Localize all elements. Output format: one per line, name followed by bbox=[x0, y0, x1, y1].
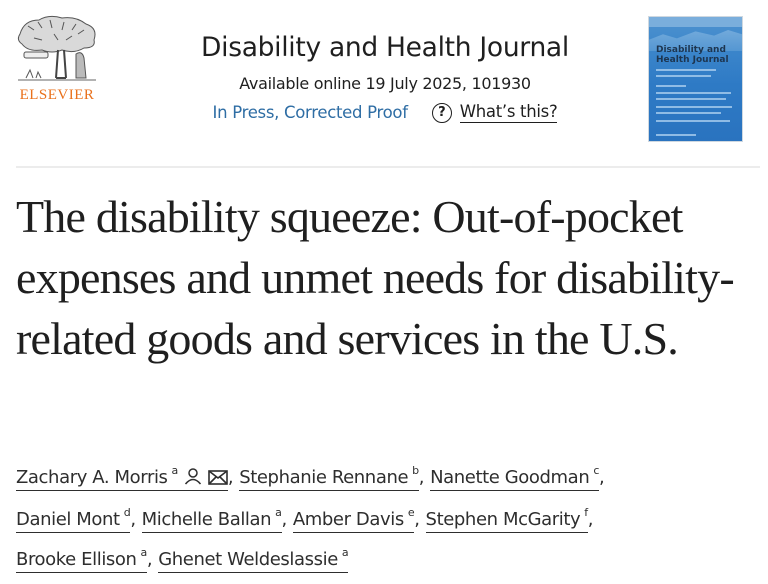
journal-title[interactable]: Disability and Health Journal bbox=[201, 32, 569, 63]
author-name: Nanette Goodman bbox=[430, 467, 590, 488]
author-name: Brooke Ellison bbox=[16, 549, 137, 570]
cover-title-line1: Disability and bbox=[656, 45, 726, 55]
article-title: The disability squeeze: Out-of-pocket ex… bbox=[16, 191, 735, 364]
email-icon bbox=[208, 462, 228, 497]
in-press-link[interactable]: In Press, Corrected Proof bbox=[212, 103, 408, 122]
cover-text-line bbox=[656, 112, 721, 114]
author-link[interactable]: Michelle Ballan a bbox=[141, 506, 282, 533]
author-link[interactable]: Amber Davis e bbox=[292, 506, 415, 533]
separator: , bbox=[130, 509, 136, 530]
author-link[interactable]: Stephen McGarity f bbox=[425, 506, 588, 533]
elsevier-logo[interactable]: ELSEVIER bbox=[12, 14, 102, 104]
publisher-wordmark: ELSEVIER bbox=[19, 87, 95, 103]
affiliation-marker: b bbox=[412, 464, 419, 477]
author-list: Zachary A. Morris a, Stephanie Rennane b, Na… bbox=[16, 455, 756, 577]
separator: , bbox=[414, 509, 420, 530]
cover-text-line bbox=[656, 120, 730, 122]
author-link[interactable]: Ghenet Weldeslassie a bbox=[158, 546, 349, 573]
affiliation-marker: e bbox=[407, 506, 415, 519]
person-icon bbox=[184, 462, 202, 497]
article-status-row: In Press, Corrected Proof ? What’s this? bbox=[150, 102, 620, 123]
author-link[interactable]: Daniel Mont d bbox=[16, 506, 131, 533]
author-link[interactable]: Brooke Ellison a bbox=[16, 546, 148, 573]
journal-header: Disability and Health Journal Available … bbox=[150, 30, 620, 123]
separator: , bbox=[281, 509, 288, 530]
cover-text-line bbox=[656, 134, 696, 136]
affiliation-marker: d bbox=[123, 506, 131, 519]
cover-text-line bbox=[656, 106, 732, 108]
affiliation-marker: a bbox=[140, 546, 148, 559]
cover-title-line2: Health Journal bbox=[656, 55, 729, 65]
cover-text-line bbox=[656, 75, 711, 77]
separator: , bbox=[146, 549, 153, 570]
author-name: Amber Davis bbox=[292, 509, 404, 530]
question-circle-icon[interactable]: ? bbox=[431, 102, 452, 123]
author-link[interactable]: Stephanie Rennane b bbox=[239, 464, 419, 491]
separator: , bbox=[587, 509, 594, 530]
author-name: Daniel Mont bbox=[16, 509, 120, 530]
separator: , bbox=[598, 467, 605, 488]
author-name: Stephanie Rennane bbox=[239, 467, 409, 488]
cover-text-line bbox=[656, 85, 686, 87]
header-divider bbox=[16, 166, 760, 168]
cover-text-line bbox=[656, 69, 716, 71]
separator: , bbox=[418, 467, 425, 488]
author-link[interactable]: Nanette Goodman c bbox=[430, 464, 599, 491]
cover-title: Disability and Health Journal bbox=[656, 45, 729, 65]
affiliation-marker: a bbox=[275, 506, 282, 519]
cover-top-band bbox=[649, 17, 742, 27]
affiliation-marker: f bbox=[584, 506, 588, 519]
separator: , bbox=[227, 467, 234, 488]
affiliation-marker: a bbox=[171, 464, 179, 477]
author-name: Ghenet Weldeslassie bbox=[158, 549, 338, 570]
author-name: Zachary A. Morris bbox=[16, 467, 168, 488]
author-name: Michelle Ballan bbox=[141, 509, 272, 530]
cover-text-line bbox=[656, 98, 726, 100]
author-link[interactable]: Zachary A. Morris a bbox=[16, 464, 228, 491]
affiliation-marker: c bbox=[593, 464, 599, 477]
cover-text-line bbox=[656, 92, 731, 94]
availability-info: Available online 19 July 2025, 101930 bbox=[239, 74, 531, 93]
journal-cover-image[interactable]: Disability and Health Journal bbox=[648, 16, 743, 142]
author-name: Stephen McGarity bbox=[425, 509, 581, 530]
affiliation-marker: a bbox=[341, 546, 349, 559]
whats-this-link[interactable]: What’s this? bbox=[459, 102, 558, 123]
elsevier-tree-icon bbox=[17, 15, 96, 81]
